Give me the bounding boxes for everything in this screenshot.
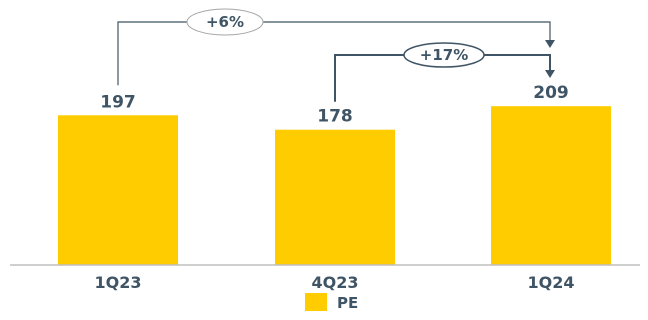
- value-labels: 197 178 209: [100, 83, 569, 127]
- category-labels: 1Q23 4Q23 1Q24: [95, 273, 575, 292]
- growth-1q23-1q24-arrowhead: [545, 40, 555, 48]
- value-label-1q23: 197: [100, 92, 136, 112]
- growth-1q23-1q24-label: +6%: [206, 13, 244, 31]
- legend-swatch-pe: [305, 293, 327, 311]
- category-label-1q23: 1Q23: [95, 273, 142, 292]
- category-label-4q23: 4Q23: [312, 273, 359, 292]
- bar-1q24: [491, 106, 611, 265]
- value-label-1q24: 209: [533, 83, 569, 103]
- category-label-1q24: 1Q24: [528, 273, 575, 292]
- bars-group: [58, 106, 611, 265]
- growth-4q23-1q24-oval: [403, 42, 485, 68]
- legend: PE: [305, 293, 358, 312]
- growth-connectors: +6% +17%: [117, 8, 555, 102]
- value-label-4q23: 178: [317, 107, 353, 127]
- legend-label-pe: PE: [337, 294, 358, 312]
- growth-1q23-1q24-connector: [117, 21, 551, 86]
- growth-4q23-1q24-label: +17%: [420, 46, 468, 64]
- bar-1q23: [58, 115, 178, 265]
- bar-4q23: [275, 129, 395, 265]
- growth-4q23-1q24-arrowhead: [545, 70, 555, 78]
- growth-1q23-1q24-oval: [186, 8, 264, 36]
